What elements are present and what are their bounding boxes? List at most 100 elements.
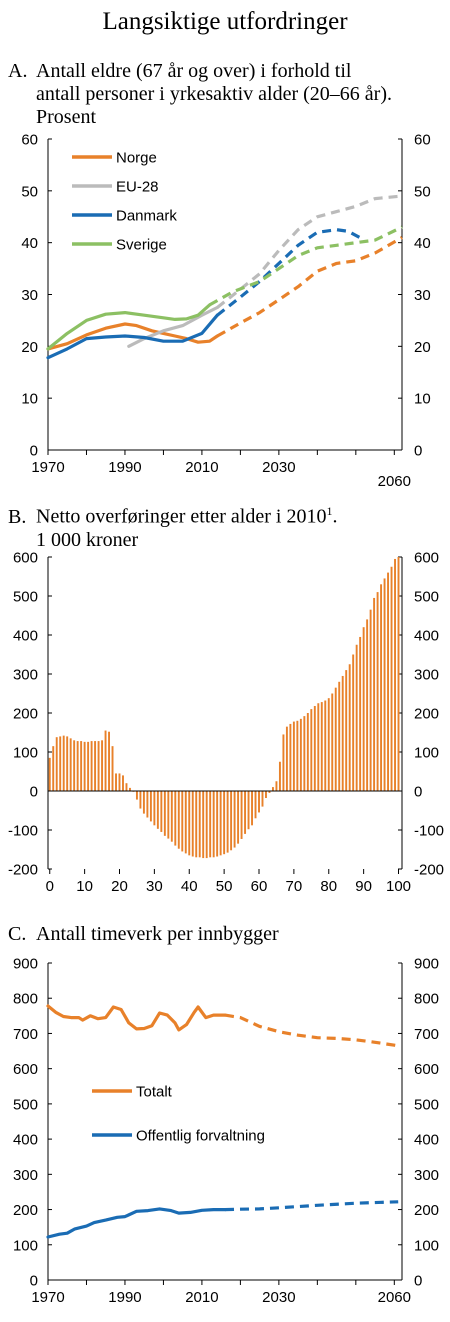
bar (320, 702, 323, 791)
y-tick-label-left: 700 (13, 1026, 38, 1043)
y-tick-label-left: -100 (8, 823, 38, 840)
bar (191, 791, 194, 857)
bar (181, 791, 184, 852)
y-tick-label-right: 600 (414, 550, 439, 567)
bar (83, 741, 86, 791)
legend-label: Norge (116, 150, 157, 167)
bar (73, 740, 76, 791)
bar (184, 791, 187, 854)
x-tick-label: 2030 (262, 459, 295, 476)
bar (69, 738, 72, 791)
bar (240, 791, 243, 839)
bar (223, 791, 226, 855)
bar (209, 791, 212, 858)
y-tick-label-right: 20 (414, 339, 431, 356)
bar (216, 791, 219, 857)
bar (265, 791, 267, 799)
y-tick-label-left: 300 (13, 667, 38, 684)
bar (317, 703, 320, 791)
x-tick-label: 60 (251, 878, 268, 895)
bar (366, 619, 369, 791)
panel-a-title: A. Antall eldre (67 år og over) i forhold… (8, 60, 392, 129)
panel-a-letter: A. (8, 60, 28, 82)
legend-label: Offentlig forvaltning (136, 1128, 265, 1145)
bar (149, 791, 152, 822)
legend-label: Danmark (116, 208, 177, 225)
y-tick-label-right: 800 (414, 991, 439, 1008)
bar (383, 578, 386, 791)
bar (160, 791, 163, 832)
x-tick-label: 30 (146, 878, 163, 895)
bar (296, 720, 299, 791)
y-tick-label-right: 40 (414, 235, 431, 252)
x-tick-label: 10 (76, 878, 93, 895)
bar (331, 693, 334, 791)
bar (313, 705, 316, 791)
panel-b-title-line-2: 1 000 kroner (36, 528, 139, 551)
y-tick-label-right: 50 (414, 183, 431, 200)
bar (292, 721, 295, 791)
y-tick-label-left: 900 (13, 956, 38, 973)
bar (219, 791, 222, 856)
y-tick-label-right: 500 (414, 589, 439, 606)
bar (97, 741, 100, 791)
bar (390, 566, 393, 791)
bar (163, 791, 166, 836)
bar (226, 791, 229, 853)
x-tick-label: 50 (216, 878, 233, 895)
x-tick-label: 0 (46, 878, 54, 895)
y-tick-label-left: 600 (13, 550, 38, 567)
bar (198, 791, 201, 858)
series-projection-danmark (216, 228, 361, 317)
bar (258, 791, 260, 813)
page-title: Langsiktige utfordringer (102, 8, 348, 35)
bar (334, 687, 337, 791)
y-tick-label-right: -200 (414, 862, 444, 879)
y-tick-label-right: 200 (414, 706, 439, 723)
x-tick-label: 20 (111, 878, 128, 895)
y-tick-label-right: 30 (414, 287, 431, 304)
chart-c: 0 0 100 100 200 200 300 300 400 400 500 500 600 600 70… (13, 956, 439, 1307)
bar (55, 737, 58, 791)
bar (362, 627, 365, 791)
series-line-sverige (46, 303, 212, 351)
y-tick-label-right: 100 (414, 745, 439, 762)
bar (153, 791, 156, 826)
series-projection-norge (216, 236, 403, 338)
panel-b-letter: B. (8, 505, 27, 528)
y-tick-label-left: 400 (13, 628, 38, 645)
y-tick-label-left: 200 (13, 1202, 38, 1219)
y-tick-label-right: 400 (414, 1132, 439, 1149)
bar (327, 698, 330, 791)
y-tick-label-right: 0 (414, 784, 422, 801)
y-tick-label-right: 60 (414, 132, 431, 149)
bar (289, 723, 292, 791)
x-tick-label: 70 (286, 878, 303, 895)
bar (285, 726, 288, 791)
panel-a-title-line-3: Prosent (36, 106, 96, 128)
y-tick-label-left: 60 (21, 132, 38, 149)
bar (167, 791, 170, 839)
y-tick-label-left: 100 (13, 1237, 38, 1254)
y-tick-label-left: 300 (13, 1167, 38, 1184)
bar (205, 791, 208, 859)
y-tick-label-right: 700 (414, 1026, 439, 1043)
legend-label: EU-28 (116, 179, 159, 196)
y-tick-label-left: 0 (30, 784, 38, 801)
bar (80, 741, 83, 791)
bar (90, 741, 93, 791)
bar (230, 791, 233, 851)
bar (369, 609, 372, 791)
bar (268, 791, 271, 793)
bar (104, 730, 107, 791)
bar (247, 791, 250, 830)
y-tick-label-right: 900 (414, 956, 439, 973)
bar (212, 791, 215, 858)
bar (275, 781, 278, 791)
panel-c-title: C. Antall timeverk per innbygger (8, 923, 279, 946)
bar (111, 746, 114, 791)
panel-c-title-line-1: Antall timeverk per innbygger (36, 923, 279, 945)
series-line-eu-28 (127, 305, 219, 348)
x-tick-label: 80 (320, 878, 337, 895)
y-tick-label-right: 500 (414, 1096, 439, 1113)
